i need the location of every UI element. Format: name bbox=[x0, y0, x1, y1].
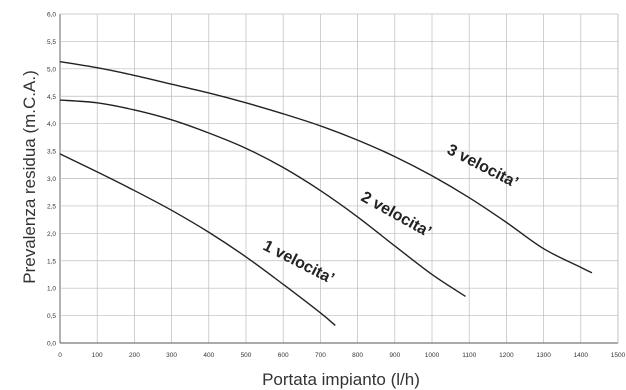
series-line-3 bbox=[59, 61, 593, 274]
y-axis-title: Prevalenza residua (m.C.A.) bbox=[20, 70, 39, 284]
curve-labels: 1 velocita’2 velocita’3 velocita’ bbox=[260, 141, 521, 287]
y-tick-label: 1,0 bbox=[47, 286, 56, 293]
x-tick-label: 1200 bbox=[499, 352, 514, 359]
curves bbox=[59, 61, 593, 326]
x-tick-label: 1100 bbox=[462, 352, 476, 359]
y-tick-label: 1,5 bbox=[47, 258, 56, 265]
y-tick-label: 2,0 bbox=[47, 231, 56, 238]
x-tick-label: 1500 bbox=[611, 352, 626, 359]
y-tick-label: 4,5 bbox=[47, 94, 56, 101]
y-tick-label: 3,5 bbox=[47, 149, 56, 156]
x-tick-label: 100 bbox=[92, 352, 103, 359]
x-tick-label: 0 bbox=[58, 352, 62, 359]
x-tick-label: 600 bbox=[278, 352, 289, 359]
y-tick-label: 6,0 bbox=[47, 12, 56, 19]
x-tick-label: 1300 bbox=[536, 352, 551, 359]
series-line-1 bbox=[59, 153, 336, 326]
series-label-3: 3 velocita’ bbox=[444, 141, 521, 191]
x-tick-label: 200 bbox=[129, 352, 140, 359]
y-tick-label: 5,5 bbox=[47, 39, 56, 46]
y-tick-label: 3,0 bbox=[47, 176, 56, 183]
y-tick-label: 0,5 bbox=[47, 313, 56, 320]
y-tick-label: 0,0 bbox=[47, 341, 56, 348]
x-tick-label: 300 bbox=[166, 352, 177, 359]
x-tick-labels: 0 100 200 300 400 500 600 700 800 900 1000 1100 1200… bbox=[58, 352, 625, 359]
y-tick-labels: 0,0 0,5 1,0 1,5 2,0 2,5 3,0 3,5 4,0 4,5 5,0 5,5 6,0 bbox=[47, 12, 56, 348]
series-line-2 bbox=[59, 99, 466, 297]
x-tick-label: 700 bbox=[315, 352, 326, 359]
y-tick-label: 5,0 bbox=[47, 66, 56, 73]
series-label-1: 1 velocita’ bbox=[260, 237, 337, 287]
y-tick-label: 2,5 bbox=[47, 203, 56, 210]
x-axis-title: Portata impianto (l/h) bbox=[262, 370, 420, 389]
x-tick-label: 500 bbox=[241, 352, 252, 359]
x-tick-label: 400 bbox=[203, 352, 214, 359]
x-tick-label: 1000 bbox=[425, 352, 440, 359]
x-tick-label: 1400 bbox=[574, 352, 589, 359]
y-tick-label: 4,0 bbox=[47, 121, 56, 128]
grid bbox=[59, 13, 619, 344]
x-tick-label: 800 bbox=[352, 352, 363, 359]
x-tick-label: 900 bbox=[389, 352, 400, 359]
